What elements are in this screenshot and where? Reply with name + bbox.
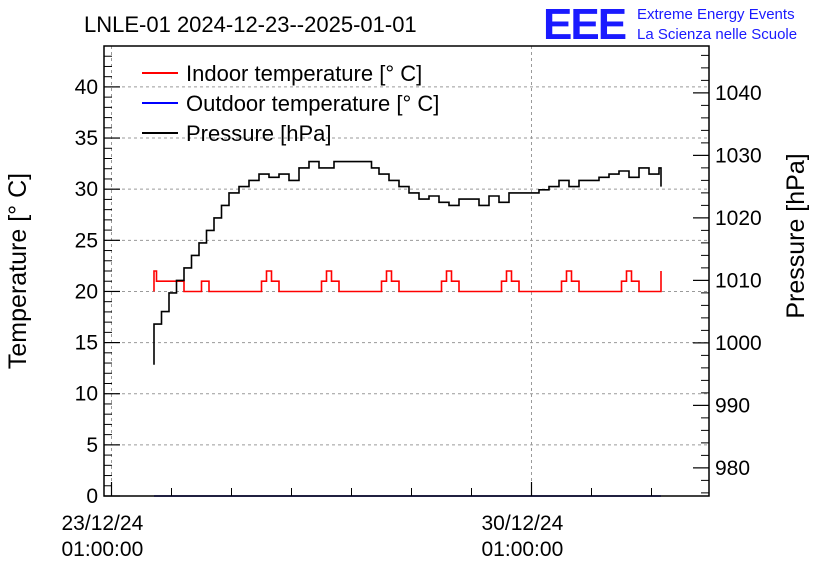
y-tick-label: 35: [75, 127, 98, 150]
logo-mark: EEE: [543, 0, 626, 49]
x-tick-label-time: 01:00:00: [62, 538, 144, 561]
y-axis-label-left: Temperature [° C]: [4, 173, 32, 369]
y-right-tick-label: 1030: [715, 144, 762, 167]
y-right-tick-label: 990: [715, 394, 750, 417]
y-right-tick-label: 1020: [715, 207, 762, 230]
series-layer: [153, 160, 662, 497]
logo-line-2: La Scienza nelle Scuole: [637, 26, 797, 43]
legend-entry: Pressure [hPa]: [186, 121, 332, 146]
legend-entry: Outdoor temperature [° C]: [186, 91, 439, 116]
chart-title: LNLE-01 2024-12-23--2025-01-01: [84, 12, 417, 37]
series-line-0: [153, 270, 662, 293]
y-tick-label: 20: [75, 280, 98, 303]
y-right-tick-label: 1010: [715, 269, 762, 292]
y-tick-label: 10: [75, 383, 98, 406]
series-line-2: [153, 160, 662, 365]
y-right-tick-label: 1040: [715, 82, 762, 105]
y-tick-label: 25: [75, 229, 98, 252]
x-tick-label-date: 23/12/24: [62, 512, 144, 535]
y-axis-label-right: Pressure [hPa]: [782, 153, 810, 318]
y-tick-label: 40: [75, 76, 98, 99]
logo: EEE Extreme Energy Events La Scienza nel…: [543, 0, 797, 49]
y-tick-label: 30: [75, 178, 98, 201]
y-right-tick-label: 980: [715, 457, 750, 480]
legend: Indoor temperature [° C] Outdoor temperat…: [142, 61, 439, 146]
x-axis: 23/12/24 01:00:00 30/12/24 01:00:00: [62, 482, 652, 561]
x-tick-label-date: 30/12/24: [482, 512, 564, 535]
left-axis: 0 5 10 15 20 25 30 35 40: [75, 45, 120, 508]
logo-line-1: Extreme Energy Events: [637, 6, 795, 23]
y-tick-label: 5: [86, 434, 98, 457]
x-tick-label-time: 01:00:00: [482, 538, 564, 561]
right-axis: 980 990 1000 1010 1020 1030 1040: [693, 54, 762, 494]
legend-entry: Indoor temperature [° C]: [186, 61, 422, 86]
y-right-tick-label: 1000: [715, 332, 762, 355]
y-tick-label: 15: [75, 332, 98, 355]
y-tick-label: 0: [86, 485, 98, 508]
